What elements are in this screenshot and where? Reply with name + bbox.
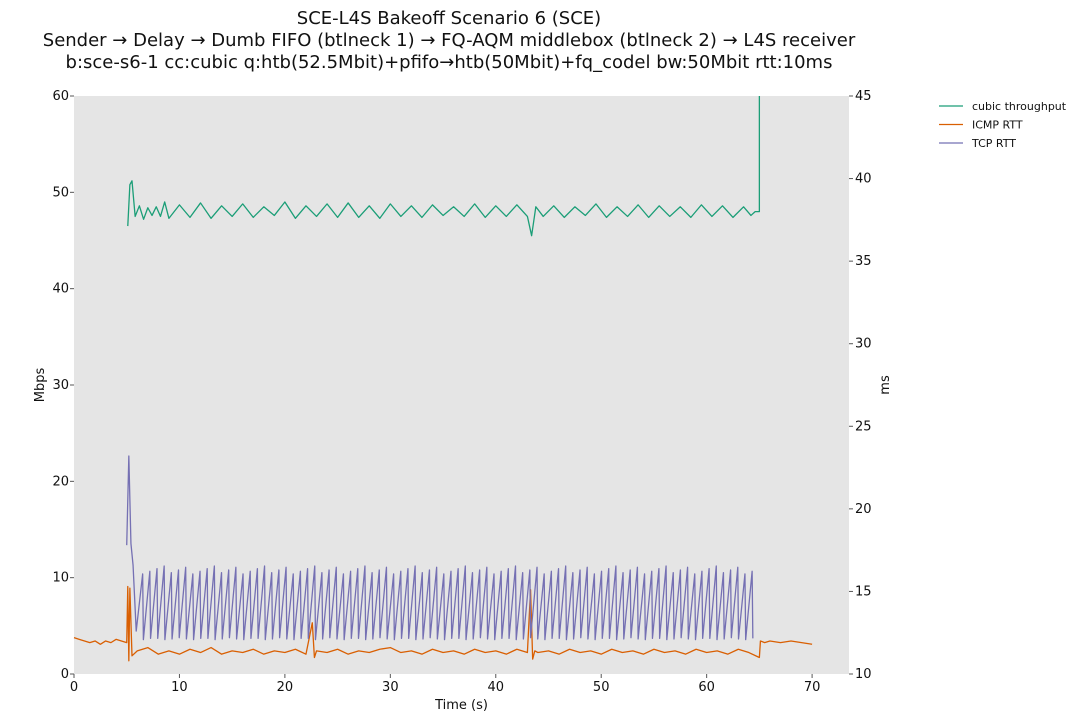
y-right-tick-label: 20 bbox=[855, 502, 872, 517]
legend-label-icmp-rtt: ICMP RTT bbox=[972, 119, 1023, 132]
x-axis-ticks: 0 10 20 30 40 50 60 70 bbox=[70, 674, 821, 695]
x-tick-label: 50 bbox=[593, 680, 610, 695]
x-tick-label: 40 bbox=[487, 680, 504, 695]
y-right-tick-label: 35 bbox=[855, 254, 872, 269]
y-right-tick-label: 25 bbox=[855, 419, 872, 434]
legend: cubic throughput ICMP RTT TCP RTT bbox=[939, 100, 1067, 150]
y-left-tick-label: 0 bbox=[61, 667, 69, 682]
y-left-tick-label: 10 bbox=[52, 571, 69, 586]
x-tick-label: 60 bbox=[698, 680, 715, 695]
y-axis-left-ticks: 0 10 20 30 40 50 60 bbox=[52, 89, 74, 682]
x-tick-label: 0 bbox=[70, 680, 78, 695]
series-line-cubic-throughput bbox=[127, 96, 761, 237]
chart-title: SCE-L4S Bakeoff Scenario 6 (SCE) Sender … bbox=[43, 8, 856, 73]
y-right-tick-label: 30 bbox=[855, 337, 872, 352]
y-axis-left-label: Mbps bbox=[33, 368, 48, 403]
y-right-tick-label: 15 bbox=[855, 584, 872, 599]
y-left-tick-label: 60 bbox=[52, 89, 69, 104]
title-line-3: b:sce-s6-1 cc:cubic q:htb(52.5Mbit)+pfif… bbox=[66, 52, 833, 73]
plot-area bbox=[74, 96, 849, 674]
y-right-tick-label: 10 bbox=[855, 667, 872, 682]
legend-label-tcp-rtt: TCP RTT bbox=[971, 137, 1016, 150]
series-line-tcp-rtt bbox=[126, 455, 754, 641]
y-right-tick-label: 45 bbox=[855, 89, 872, 104]
y-right-tick-label: 40 bbox=[855, 172, 872, 187]
y-left-tick-label: 30 bbox=[52, 378, 69, 393]
x-axis-label: Time (s) bbox=[434, 698, 488, 713]
title-line-1: SCE-L4S Bakeoff Scenario 6 (SCE) bbox=[297, 8, 601, 29]
title-line-2: Sender → Delay → Dumb FIFO (btlneck 1) →… bbox=[43, 30, 856, 51]
series-line-icmp-rtt bbox=[73, 585, 813, 662]
y-axis-right-label: ms bbox=[878, 375, 893, 395]
x-tick-label: 30 bbox=[382, 680, 399, 695]
x-tick-label: 70 bbox=[804, 680, 821, 695]
x-tick-label: 10 bbox=[171, 680, 188, 695]
y-axis-right-ticks: 10 15 20 25 30 35 40 45 bbox=[849, 89, 872, 682]
y-left-tick-label: 20 bbox=[52, 474, 69, 489]
legend-label-cubic-throughput: cubic throughput bbox=[972, 100, 1067, 113]
x-tick-label: 20 bbox=[277, 680, 294, 695]
y-left-tick-label: 40 bbox=[52, 282, 69, 297]
y-left-tick-label: 50 bbox=[52, 185, 69, 200]
series-layer bbox=[73, 96, 813, 662]
